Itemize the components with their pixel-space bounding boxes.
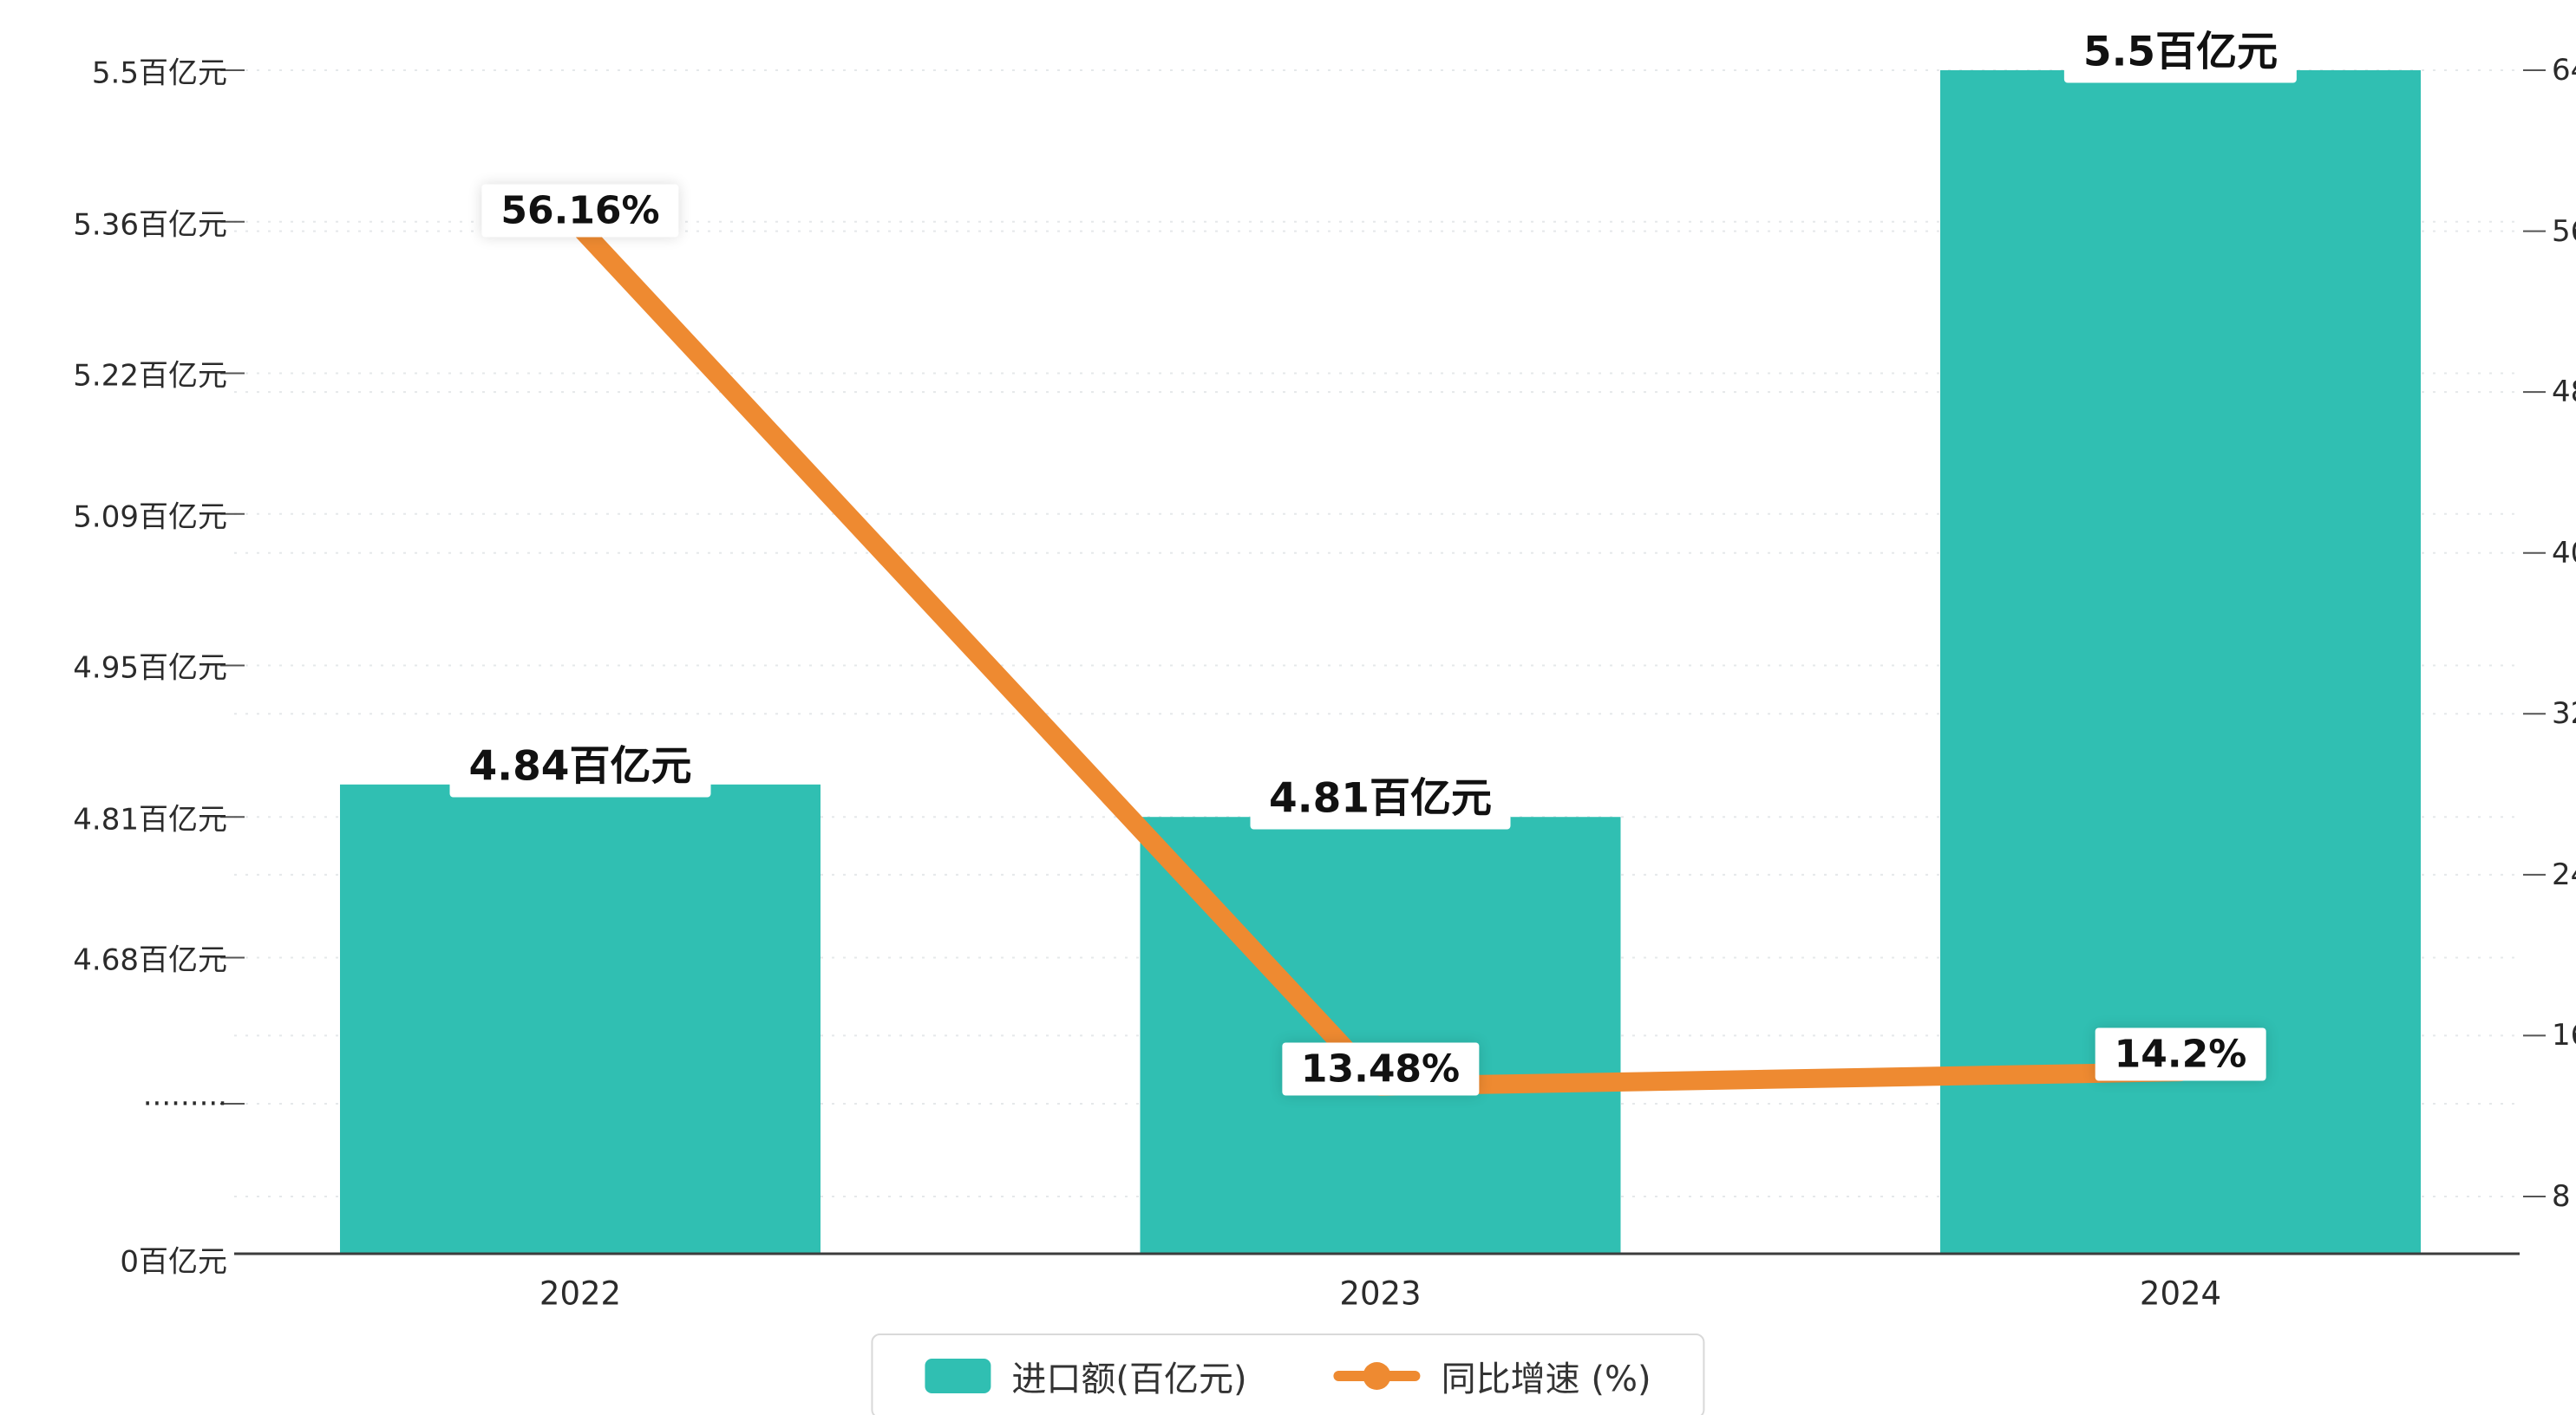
x-axis-category-label: 2024 <box>2139 1275 2222 1313</box>
left-axis-tick-label: 5.5百亿元 <box>91 55 227 91</box>
right-axis-tick-label: 48 <box>2552 375 2576 410</box>
left-axis-tick-label: 4.68百亿元 <box>73 942 227 978</box>
right-axis-tick-label: 24 <box>2552 857 2576 892</box>
bar-2022 <box>340 784 821 1254</box>
x-axis-category-label: 2023 <box>1339 1275 1422 1313</box>
bar-value-label: 4.81百亿元 <box>1250 759 1511 830</box>
right-axis-tick-label: 56 <box>2552 213 2576 249</box>
legend-label-import-value: 进口额(百亿元) <box>1011 1360 1247 1399</box>
line-value-label: 13.48% <box>1281 1042 1480 1096</box>
bar-value-label: 5.5百亿元 <box>2063 12 2298 83</box>
left-axis-tick-label: 4.81百亿元 <box>73 802 227 838</box>
left-axis-tick-label: 0百亿元 <box>120 1244 227 1280</box>
legend-label-growth-rate: 同比增速 (%) <box>1441 1360 1651 1399</box>
right-axis-tick-label: 40 <box>2552 535 2576 571</box>
bar-series-swatch-icon <box>925 1359 991 1393</box>
legend-item-import-value[interactable]: 进口额(百亿元) <box>925 1351 1247 1401</box>
right-axis-tick-label: 16 <box>2552 1018 2576 1053</box>
left-axis-tick-label: 4.95百亿元 <box>73 650 227 686</box>
bar-value-label: 4.84百亿元 <box>449 727 711 798</box>
left-axis-tick-label: 5.22百亿元 <box>73 358 227 394</box>
right-axis-tick-label: 32 <box>2552 696 2576 732</box>
line-swatch-dot <box>1363 1362 1391 1390</box>
legend: 进口额(百亿元) 同比增速 (%) <box>871 1333 1705 1415</box>
line-value-label: 14.2% <box>2095 1027 2266 1081</box>
right-axis-tick-label: 8 <box>2552 1179 2571 1214</box>
x-axis-category-label: 2022 <box>539 1275 622 1313</box>
left-axis-tick-label: 5.36百亿元 <box>73 207 227 243</box>
right-axis-tick-label: 64 <box>2552 53 2576 88</box>
left-axis-tick-label: 5.09百亿元 <box>73 499 227 535</box>
line-series-swatch-icon <box>1333 1359 1421 1393</box>
bar-2023 <box>1140 817 1621 1254</box>
left-axis-break-label: ········· <box>142 1086 227 1121</box>
line-value-label: 56.16% <box>481 184 679 238</box>
legend-item-growth-rate[interactable]: 同比增速 (%) <box>1333 1351 1651 1401</box>
